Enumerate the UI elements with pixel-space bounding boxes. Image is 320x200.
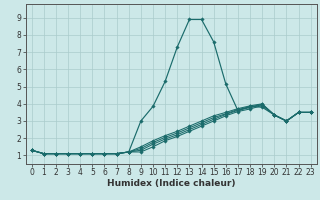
- X-axis label: Humidex (Indice chaleur): Humidex (Indice chaleur): [107, 179, 236, 188]
